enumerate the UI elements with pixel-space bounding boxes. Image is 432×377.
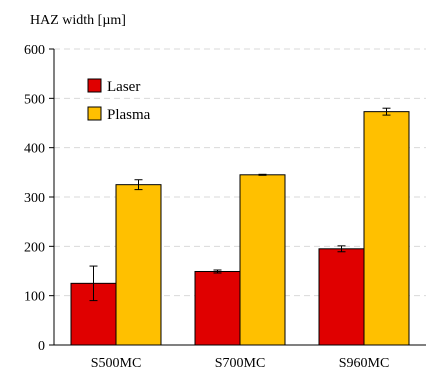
bar-plasma-s960mc: [363, 111, 410, 346]
legend-swatch-plasma: [87, 106, 102, 121]
x-tick-labels: S500MC S700MC S960MC: [91, 356, 390, 371]
bar-plasma-s500mc: [115, 184, 162, 346]
y-tick-label: 600: [24, 43, 45, 58]
y-tick-label: 100: [24, 290, 45, 305]
y-tick-label: 500: [24, 92, 45, 107]
y-axis-title: HAZ width [µm]: [30, 13, 126, 28]
legend-swatch-laser: [87, 78, 102, 93]
legend-label-plasma: Plasma: [107, 107, 151, 123]
bars: [70, 111, 410, 346]
legend: Laser Plasma: [87, 78, 151, 123]
y-tick-label: 400: [24, 142, 45, 157]
y-tick-label: 200: [24, 240, 45, 255]
y-tick-labels: 0 100 200 300 400 500 600: [24, 43, 45, 354]
x-tick-label: S700MC: [215, 356, 266, 371]
bar-plasma-s700mc: [239, 174, 286, 346]
error-bars: [89, 107, 391, 302]
bar-laser-s960mc: [318, 248, 365, 346]
legend-label-laser: Laser: [107, 79, 140, 95]
x-tick-label: S500MC: [91, 356, 142, 371]
axes: [53, 49, 426, 346]
x-tick-label: S960MC: [339, 356, 390, 371]
y-tick-label: 300: [24, 191, 45, 206]
y-tick-label: 0: [38, 339, 45, 354]
bar-laser-s700mc: [194, 270, 241, 346]
